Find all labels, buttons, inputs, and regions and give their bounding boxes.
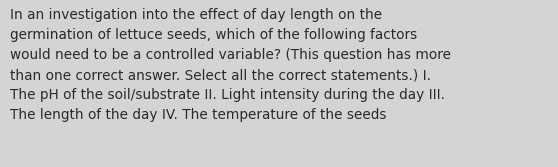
Text: In an investigation into the effect of day length on the
germination of lettuce : In an investigation into the effect of d…	[10, 8, 451, 122]
